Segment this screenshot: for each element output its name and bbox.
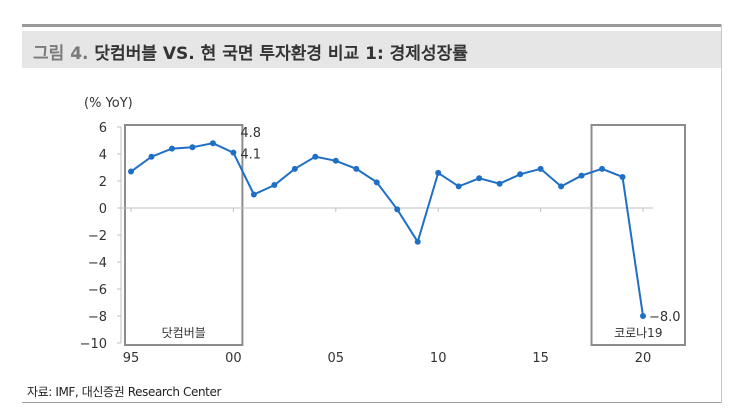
data-point [271,182,278,189]
figure-number: 그림 4. [33,44,89,64]
y-tick-label: −4 [88,256,107,271]
data-point [332,157,339,164]
data-point [496,180,503,187]
annotation-label: 닷컴버블 [162,326,206,340]
data-point [435,169,442,176]
y-axis-label: (% YoY) [84,96,133,111]
series-line [130,142,644,317]
y-tick-label: 4 [99,148,107,163]
data-point [189,144,196,151]
x-tick-label: 05 [328,351,345,366]
data-point [230,149,237,156]
y-tick-label: 6 [99,121,107,136]
figure-title: 그림 4. 닷컴버블 VS. 현 국면 투자환경 비교 1: 경제성장률 [33,39,468,64]
data-point [148,153,155,160]
data-point [619,173,626,180]
data-point [209,140,216,147]
data-point [312,153,319,160]
y-tick-label: −10 [80,337,107,352]
data-point [414,238,421,245]
data-point [599,165,606,172]
annotation-box [124,124,244,346]
y-tick-label: 2 [99,175,107,190]
x-tick-label: 20 [635,351,652,366]
y-tick-label: −6 [88,283,107,298]
y-tick-label: −8 [88,310,107,325]
x-tick-label: 15 [532,351,549,366]
data-point [537,165,544,172]
bottom-rule [22,402,721,403]
x-tick-label: 00 [225,351,242,366]
data-point [394,206,401,213]
top-rule [22,24,721,27]
data-label: 4.8 [240,126,261,141]
x-tick-label: 10 [430,351,447,366]
data-point [250,191,257,198]
y-tick-label: 0 [99,202,107,217]
title-band [22,31,721,68]
data-point [578,172,585,179]
annotation-label: 코로나19 [614,326,662,340]
data-point [128,168,134,175]
x-tick-label: 95 [123,351,140,366]
data-label: 4.1 [240,148,261,163]
data-point [353,165,360,172]
data-point [168,145,175,152]
data-point [455,183,462,190]
right-rule [721,24,722,403]
source-note: 자료: IMF, 대신증권 Research Center [27,385,221,399]
data-label: −8.0 [649,310,681,325]
y-tick-label: −2 [88,229,107,244]
data-point [476,175,483,182]
data-point [640,313,646,319]
figure-header: 그림 4. 닷컴버블 VS. 현 국면 투자환경 비교 1: 경제성장률 [0,0,745,72]
data-point [291,165,298,172]
annotation-box [590,124,687,346]
data-point [517,171,524,178]
data-point [558,183,565,190]
data-point [373,179,380,186]
figure-title-text: 닷컴버블 VS. 현 국면 투자환경 비교 1: 경제성장률 [94,44,468,64]
